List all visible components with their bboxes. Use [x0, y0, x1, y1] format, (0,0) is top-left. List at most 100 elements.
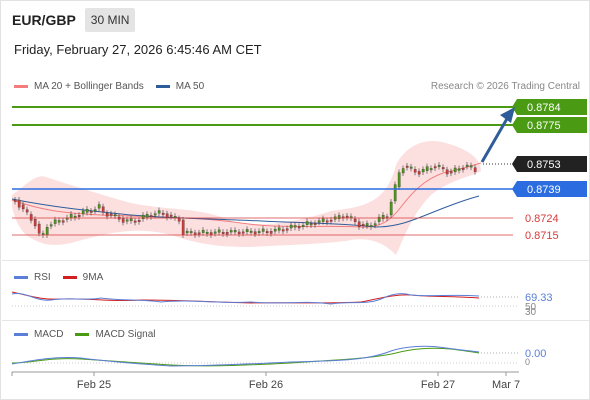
- level-support-4: 0.8724: [12, 213, 559, 225]
- candle-body: [413, 169, 417, 173]
- candle-body: [237, 231, 241, 235]
- candle-body: [353, 218, 357, 222]
- candle-body: [73, 215, 77, 218]
- candle-body: [281, 229, 285, 232]
- candle-body: [89, 210, 93, 213]
- candle-body: [25, 209, 29, 213]
- main-legend: MA 20 + Bollinger Bands MA 50: [14, 81, 216, 92]
- candle-body: [29, 214, 33, 221]
- candle-body: [393, 184, 397, 202]
- macd-legend: MACD MACD Signal: [14, 329, 167, 340]
- chart-header: EUR/GBP 30 MIN: [12, 8, 136, 32]
- candle-body: [177, 218, 181, 222]
- candle-body: [265, 231, 269, 234]
- bollinger-band-area: [12, 141, 481, 255]
- bollinger-band: [12, 141, 481, 255]
- ma9-swatch: [62, 276, 77, 279]
- macd-chart: 0.00 0: [11, 345, 546, 367]
- candle-body: [329, 219, 333, 222]
- candle-body: [357, 221, 361, 227]
- credit-label: Research © 2026 Trading Central: [430, 81, 580, 92]
- candle-body: [181, 219, 185, 236]
- level-badge: [517, 117, 587, 133]
- level-label: 0.8753: [527, 159, 561, 171]
- candle-body: [245, 229, 249, 232]
- candle-body: [137, 220, 141, 222]
- candle-body: [277, 227, 281, 231]
- candle-body: [373, 223, 377, 226]
- timeframe-badge[interactable]: 30 MIN: [84, 8, 136, 32]
- candle-body: [165, 213, 169, 218]
- candle-body: [437, 164, 441, 167]
- rsi-lines: [11, 291, 519, 307]
- candle-body: [445, 169, 449, 175]
- x-label-feb26: Feb 26: [249, 379, 283, 391]
- level-label: 0.8715: [525, 230, 559, 242]
- x-label-feb27: Feb 27: [421, 379, 455, 391]
- level-support-5: 0.8715: [12, 230, 559, 242]
- forecast-arrow: [480, 107, 515, 163]
- ma50-swatch: [155, 85, 170, 88]
- legend-item-9ma: 9MA: [62, 272, 104, 283]
- x-axis: Feb 25 Feb 26 Feb 27 Mar 7: [11, 371, 520, 391]
- candle-body: [37, 223, 41, 234]
- legend-item-ma50: MA 50: [155, 81, 205, 92]
- candle-body: [297, 226, 301, 229]
- candle-body: [365, 223, 369, 226]
- divider-rsi: [2, 260, 590, 261]
- candle-body: [273, 228, 277, 232]
- macd-tick-0: 0: [525, 357, 530, 367]
- candle-body: [381, 215, 385, 219]
- candle-body: [241, 231, 245, 234]
- level-label: 0.8775: [527, 120, 561, 132]
- candle-body: [101, 206, 105, 213]
- candle-body: [33, 219, 37, 227]
- candle-body: [337, 215, 341, 219]
- candle-body: [253, 231, 257, 235]
- candle-body: [145, 214, 149, 218]
- candle-body: [305, 221, 309, 225]
- candle-body: [209, 232, 213, 236]
- ma20-swatch: [14, 85, 28, 88]
- legend-rsi-label: RSI: [34, 272, 51, 283]
- candle-body: [109, 213, 113, 216]
- legend-9ma-label: 9MA: [82, 272, 104, 283]
- candle-body: [93, 209, 97, 212]
- candle-body: [153, 213, 157, 216]
- candle-body: [157, 210, 161, 214]
- candle-body: [345, 215, 349, 218]
- candle-body: [417, 171, 421, 175]
- candle-body: [141, 214, 145, 220]
- forecast-arrow-head: [500, 107, 515, 123]
- candle-body: [45, 226, 49, 236]
- macd-signal-swatch: [75, 333, 90, 336]
- candle-body: [121, 218, 125, 223]
- rsi-swatch: [14, 276, 28, 279]
- rsi-line: [11, 292, 480, 305]
- candles: [13, 162, 477, 238]
- candle-body: [149, 215, 153, 218]
- macd-value: 0.00: [525, 348, 546, 360]
- candle-body: [301, 224, 305, 227]
- level-badge-pointer: [512, 156, 517, 172]
- candle-body: [69, 214, 73, 219]
- candle-body: [461, 167, 465, 170]
- candle-body: [369, 225, 373, 228]
- level-label: 0.8784: [527, 102, 561, 114]
- legend-ma50-label: MA 50: [175, 81, 205, 92]
- rsi-chart: 30 50 69.33: [11, 291, 553, 318]
- candle-body: [425, 166, 429, 171]
- candle-body: [361, 224, 365, 227]
- candle-body: [61, 220, 65, 223]
- candle-body: [409, 166, 413, 169]
- candle-body: [389, 201, 393, 216]
- level-badge-pointer: [512, 181, 517, 197]
- candle-body: [473, 167, 477, 172]
- candle-body: [49, 224, 53, 227]
- candle-body: [17, 199, 21, 208]
- candle-body: [81, 210, 85, 214]
- candle-body: [189, 231, 193, 234]
- legend-macd-signal-label: MACD Signal: [95, 329, 156, 340]
- candle-body: [205, 232, 209, 234]
